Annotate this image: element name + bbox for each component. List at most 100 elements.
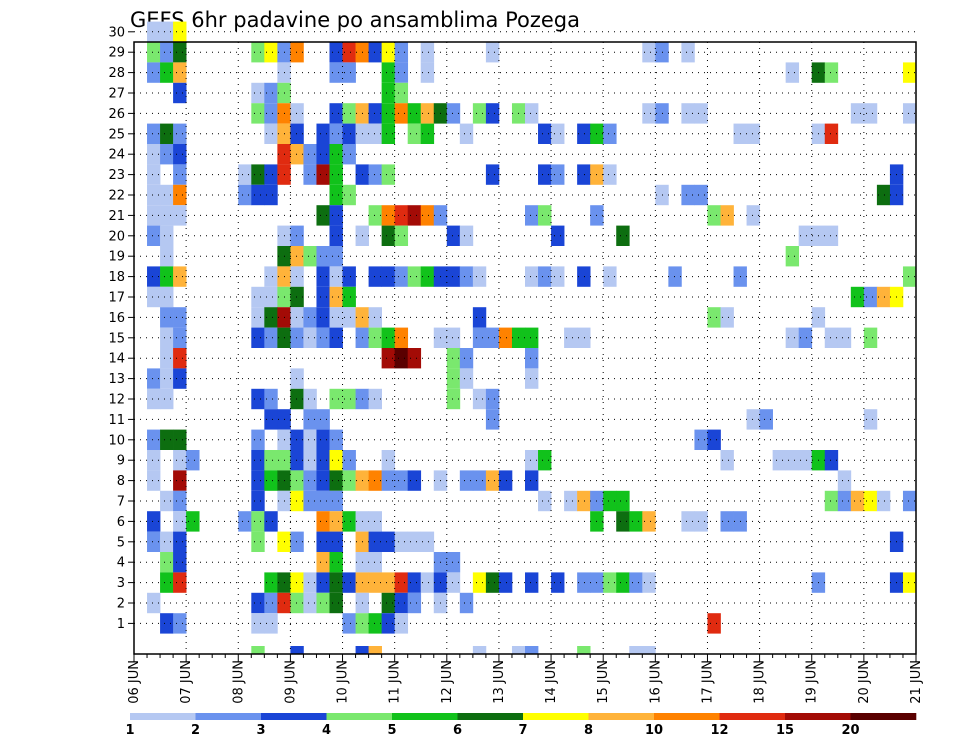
heat-cell (407, 348, 422, 369)
heat-cell (824, 490, 839, 512)
heat-cell (525, 470, 539, 491)
heat-cell (173, 429, 187, 450)
heat-cell (160, 286, 174, 308)
heat-cell (303, 470, 317, 491)
heat-cell (329, 144, 343, 165)
heat-cell (368, 572, 382, 593)
x-tick-label: 17 JUN (700, 660, 715, 704)
heat-cell (160, 552, 174, 573)
heat-cell (173, 62, 187, 83)
heat-cell (173, 348, 187, 369)
heat-cell (329, 552, 343, 573)
heat-cell (394, 103, 409, 124)
heat-cell (459, 592, 474, 614)
y-tick-label: 16 (108, 311, 125, 326)
heat-cell (707, 613, 721, 634)
heat-cell (785, 62, 800, 83)
heat-cell (525, 646, 539, 654)
heat-cell (160, 348, 174, 369)
colorbar-label: 8 (584, 723, 593, 738)
heat-cell (368, 42, 382, 63)
heat-cell (251, 470, 265, 491)
heat-cell (290, 144, 304, 165)
heat-cell (264, 307, 278, 328)
heat-cell (147, 592, 161, 614)
heat-cell (498, 470, 513, 491)
y-tick-label: 15 (108, 331, 125, 346)
heat-cell (577, 123, 591, 144)
heat-cell (316, 144, 330, 165)
heat-cell (485, 409, 500, 430)
heat-cell (381, 164, 396, 185)
heat-cell (472, 646, 487, 654)
heat-cell (381, 225, 396, 246)
heat-cell (303, 450, 317, 471)
colorbar-label: 5 (387, 723, 396, 738)
heat-cell (368, 470, 382, 491)
heat-cell (485, 327, 500, 348)
heat-cell (342, 144, 356, 165)
heat-cell (863, 327, 878, 348)
heat-cell (642, 572, 656, 593)
heat-cell (173, 42, 187, 63)
heat-cell (342, 42, 356, 63)
heat-cell (707, 429, 721, 450)
heat-cell (329, 470, 343, 491)
cells-layer (147, 21, 917, 654)
heat-cell (485, 572, 500, 593)
heat-cell (368, 552, 382, 573)
heat-cell (720, 450, 734, 471)
x-tick-label: 06 JUN (127, 660, 142, 704)
heat-cell (290, 103, 304, 124)
heat-cell (329, 62, 343, 83)
heat-cell (551, 123, 565, 144)
y-tick-label: 22 (108, 189, 125, 204)
heat-cell (173, 490, 187, 512)
heat-cell (264, 613, 278, 634)
colorbar-swatch (785, 713, 851, 720)
heat-cell (368, 511, 382, 532)
heat-cell (498, 327, 513, 348)
heat-cell (525, 205, 539, 226)
heat-cell (459, 225, 474, 246)
heat-cell (681, 42, 695, 63)
heat-cell (472, 388, 487, 410)
x-tick-label: 19 JUN (805, 660, 820, 704)
heat-cell (642, 511, 656, 532)
heat-cell (525, 266, 539, 287)
heat-cell (147, 123, 161, 144)
heat-cell (407, 266, 422, 287)
heat-cell (616, 490, 630, 512)
x-tick-label: 10 JUN (336, 660, 351, 704)
heat-cell (551, 572, 565, 593)
heat-cell (394, 531, 409, 552)
heat-cell (316, 286, 330, 308)
colorbar-swatch (654, 713, 720, 720)
heat-cell (173, 327, 187, 348)
heat-cell (251, 511, 265, 532)
heat-cell (290, 266, 304, 287)
heat-cell (160, 184, 174, 206)
y-tick-label: 24 (108, 148, 125, 163)
heat-cell (147, 450, 161, 471)
heat-cell (329, 123, 343, 144)
heat-cell (525, 327, 539, 348)
heat-cell (498, 572, 513, 593)
heat-cell (707, 307, 721, 328)
heat-cell (342, 266, 356, 287)
heat-cell (160, 42, 174, 63)
heat-cell (303, 388, 317, 410)
heat-cell (251, 592, 265, 614)
y-tick-label: 3 (117, 576, 125, 591)
y-tick-label: 17 (108, 291, 125, 306)
y-tick-label: 23 (108, 168, 125, 183)
colorbar-swatch (588, 713, 655, 720)
heat-cell (446, 388, 461, 410)
heat-cell (538, 164, 552, 185)
heat-cell (264, 592, 278, 614)
heat-cell (902, 103, 917, 124)
heat-cell (303, 429, 317, 450)
heat-cell (290, 327, 304, 348)
heat-cell (603, 123, 617, 144)
